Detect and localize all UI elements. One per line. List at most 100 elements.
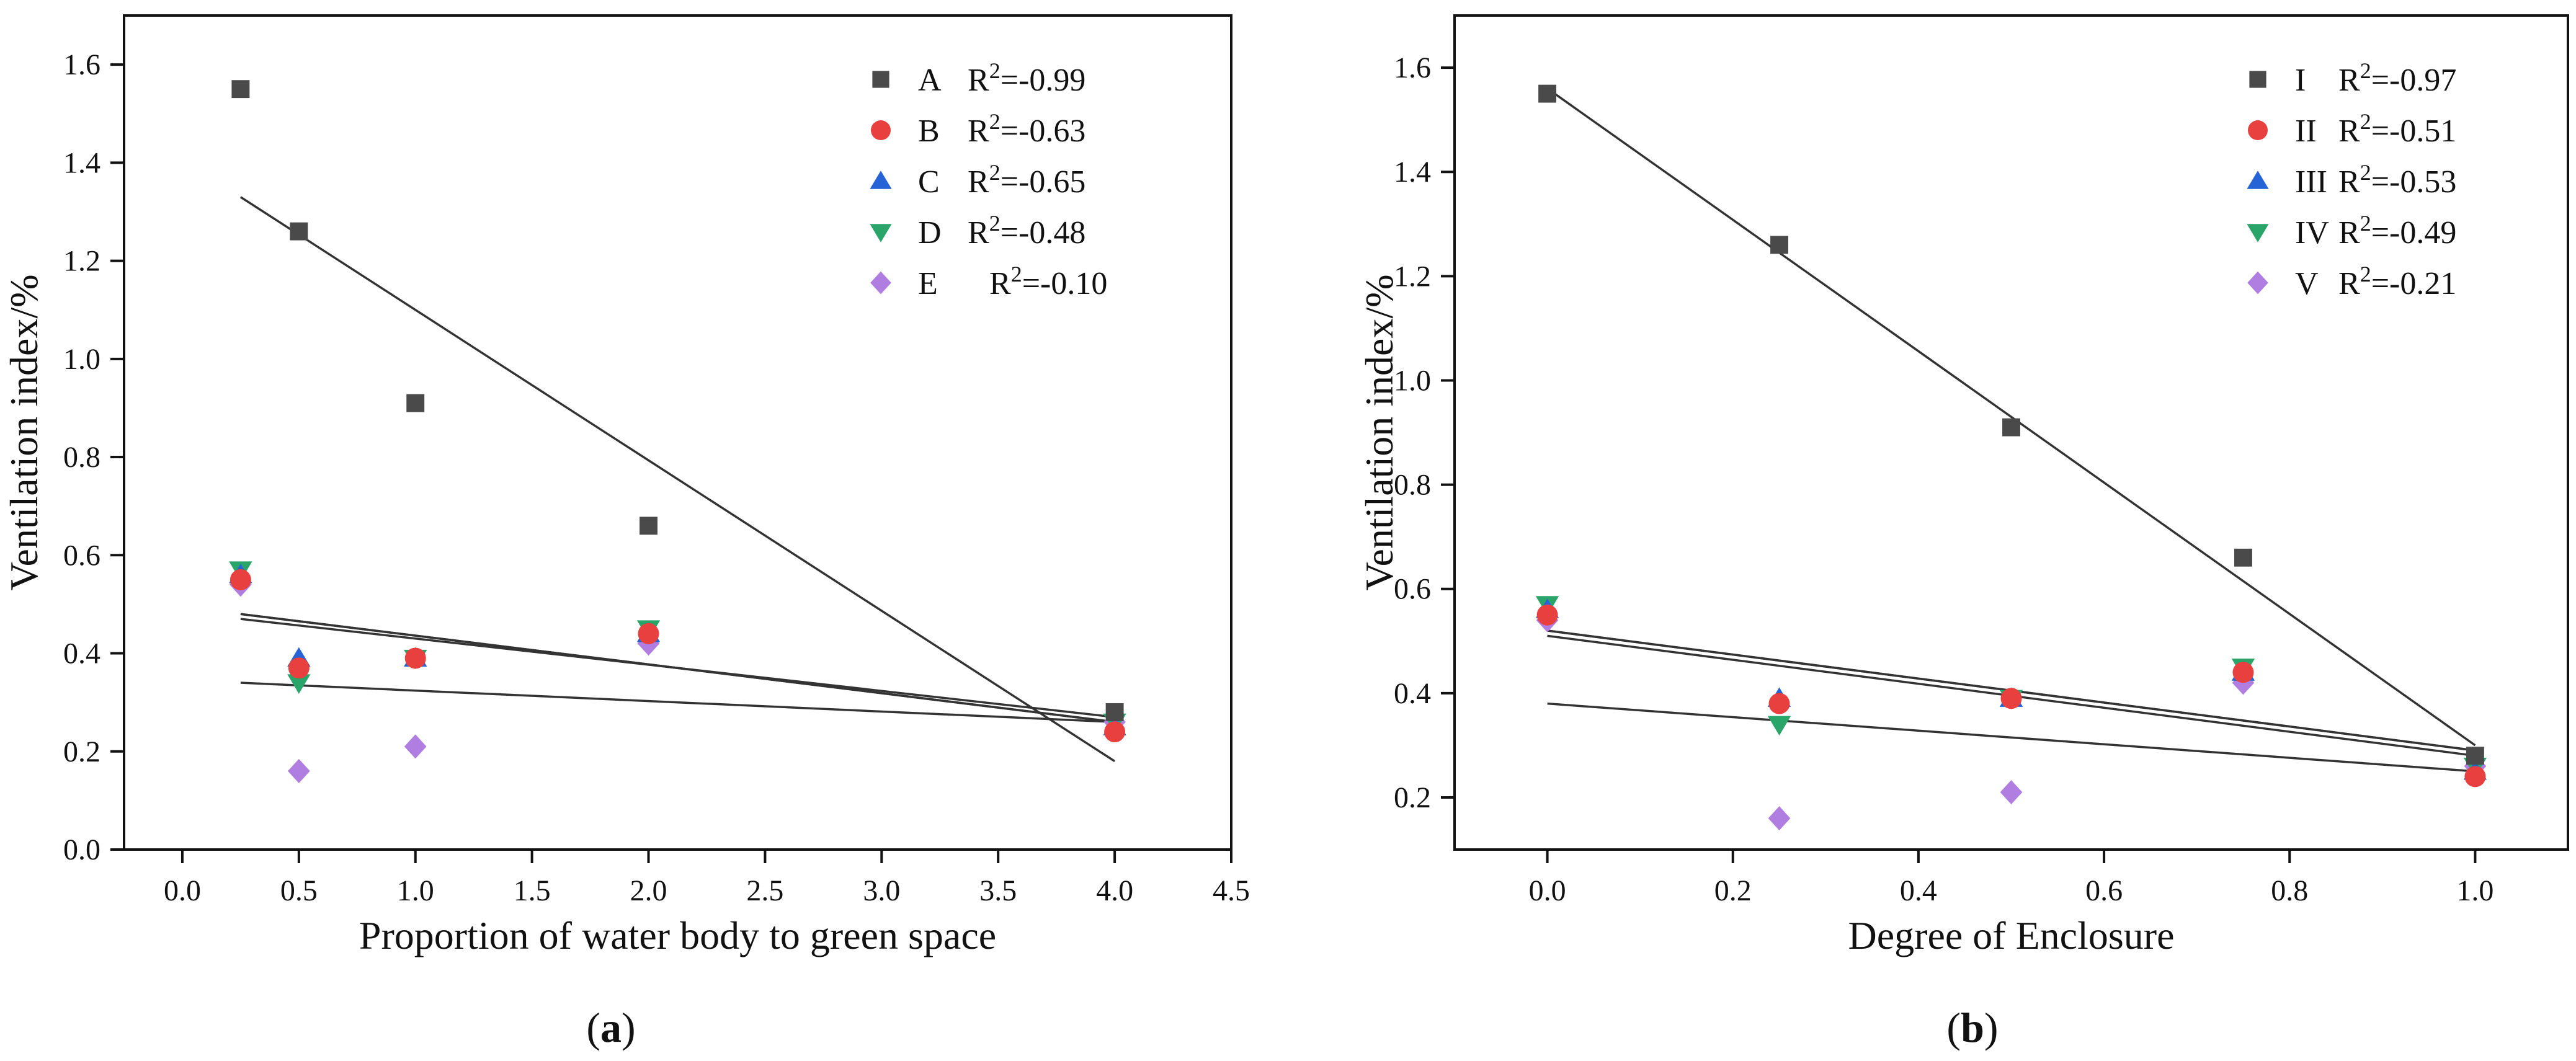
panel-label: (a): [586, 1004, 635, 1051]
y-tick-label: 0.2: [1394, 781, 1431, 814]
fit-line-D: [240, 618, 1115, 719]
panel-a: 0.0 0.5 1.0 1.5 2.0 2.5 3.0 3.5 4.0 4.5 0.0 0.2 0.4 0…: [2, 14, 1250, 1051]
legend-r2-value: =-0.49: [2371, 215, 2457, 251]
legend-marker-IV: [2247, 224, 2269, 242]
point-A: [640, 517, 657, 535]
legend-r2-label: R2=-0.51: [2338, 109, 2456, 149]
y-tick-label: 1.2: [1394, 260, 1431, 293]
x-tick-label: 3.0: [863, 874, 900, 907]
point-A: [231, 80, 250, 99]
point-II: [2232, 662, 2254, 683]
legend-series-name: A: [918, 63, 942, 98]
point-I: [2466, 747, 2484, 765]
point-A: [1105, 703, 1124, 721]
legend-marker-V: [2247, 271, 2268, 295]
legend-series-name: II: [2295, 113, 2317, 149]
point-I: [1770, 236, 1788, 254]
legend-marker-I: [2249, 71, 2266, 88]
legend-r2-value: =-0.65: [1001, 164, 1086, 200]
point-I: [2002, 418, 2020, 437]
y-tick-label: 1.4: [63, 146, 100, 179]
legend-marker-III: [2247, 171, 2269, 189]
y-tick-label: 0.0: [63, 833, 100, 866]
legend-r2-value: =-0.21: [2371, 266, 2457, 301]
x-axis-label: Degree of Enclosure: [1848, 913, 2175, 957]
legend-marker-E: [870, 271, 891, 295]
legend-r2-value: =-0.53: [2371, 164, 2457, 200]
legend-r2-value: =-0.48: [1001, 215, 1086, 251]
x-tick-label: 0.0: [164, 874, 201, 907]
point-B: [1104, 721, 1126, 743]
y-axis-label: Ventilation index/%: [2, 274, 46, 590]
legend-r2-label: R2=-0.49: [2338, 211, 2456, 251]
y-tick-label: 0.6: [63, 539, 100, 572]
point-A: [290, 222, 308, 241]
fit-line-E: [240, 681, 1115, 724]
x-tick-label: 4.0: [1096, 874, 1133, 907]
x-tick-label: 0.6: [2085, 874, 2123, 907]
y-tick-label: 1.0: [1394, 364, 1431, 397]
x-tick-label: 2.5: [746, 874, 783, 907]
legend-series-name: B: [918, 113, 940, 149]
x-tick-label: 4.5: [1213, 874, 1250, 907]
x-tick-label: 2.0: [630, 874, 667, 907]
legend-series-name: IV: [2295, 215, 2329, 251]
y-tick-label: 0.8: [1394, 469, 1431, 502]
plot-frame: [123, 14, 1232, 851]
point-I: [1538, 84, 1557, 103]
legend-r2-label: R2=-0.53: [2338, 160, 2456, 200]
y-tick-label: 0.4: [63, 637, 100, 670]
y-axis-label: Ventilation index/%: [1357, 274, 1401, 590]
panel-label: (b): [1946, 1004, 1998, 1051]
legend-marker-C: [870, 171, 892, 189]
x-tick-label: 3.5: [979, 874, 1017, 907]
legend-series-name: E: [918, 266, 938, 301]
legend-series-name: C: [918, 164, 940, 200]
legend-r2-label: R2=-0.65: [968, 160, 1085, 200]
legend-r2-label: R2=-0.97: [2338, 58, 2456, 98]
point-IV: [1767, 716, 1791, 736]
y-tick-label: 0.6: [1394, 573, 1431, 606]
x-tick-label: 0.5: [280, 874, 318, 907]
legend-r2-value: =-0.99: [1001, 63, 1086, 98]
panel-b: 0.0 0.2 0.4 0.6 0.8 1.0 0.2 0.4 0.6 0.8 1.0 1.2 1.4 1…: [1357, 14, 2569, 1051]
legend-r2-value: =-0.63: [1001, 113, 1086, 149]
x-tick-label: 0.8: [2271, 874, 2308, 907]
x-tick-label: 1.0: [2456, 874, 2494, 907]
y-tick-label: 1.6: [1394, 51, 1431, 84]
legend-series-name: I: [2295, 63, 2306, 98]
point-B: [288, 657, 310, 679]
legend-r2-label: R2=-0.48: [968, 211, 1085, 251]
legend-marker-B: [871, 120, 891, 140]
fit-line-V: [1547, 702, 2476, 773]
fit-line-A: [239, 196, 1116, 763]
y-tick-label: 1.4: [1394, 156, 1431, 189]
legend-r2-value: =-0.97: [2371, 63, 2457, 98]
legend-r2-label: R2=-0.99: [968, 58, 1085, 98]
point-I: [2234, 548, 2252, 567]
y-tick-label: 1.2: [63, 245, 100, 278]
fit-line-I: [1546, 87, 2476, 747]
point-II: [2000, 688, 2022, 709]
legend-r2-label: R2=-0.63: [968, 109, 1085, 149]
y-tick-label: 0.8: [63, 441, 100, 474]
y-tick-label: 1.0: [63, 343, 100, 376]
plot-frame: [1453, 14, 2569, 851]
x-tick-label: 0.0: [1529, 874, 1566, 907]
point-E: [287, 758, 310, 783]
legend-marker-A: [872, 71, 889, 88]
legend-r2-value: =-0.51: [2371, 113, 2457, 149]
x-tick-label: 0.2: [1714, 874, 1752, 907]
point-A: [406, 394, 425, 412]
legend-series-name: V: [2295, 266, 2319, 301]
point-II: [1768, 693, 1790, 714]
point-D: [287, 674, 311, 694]
point-B: [230, 569, 251, 590]
point-E: [404, 734, 427, 759]
point-II: [1536, 604, 1558, 626]
point-V: [1768, 806, 1791, 831]
point-B: [638, 623, 659, 644]
legend-marker-D: [870, 224, 892, 242]
